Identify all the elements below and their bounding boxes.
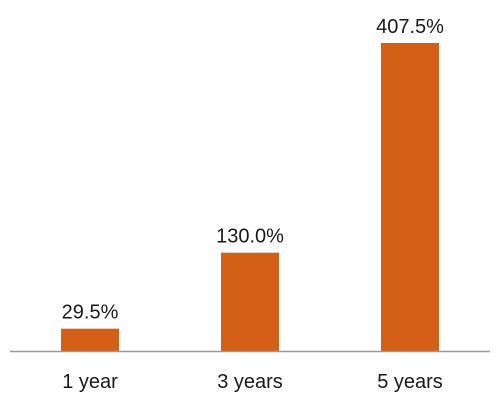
bars-layer (61, 43, 439, 351)
bar-3-years (221, 252, 279, 351)
x-tick-label-1-year: 1 year (62, 371, 118, 393)
data-labels-layer: 29.5% 130.0% 407.5% (62, 16, 444, 324)
data-label-3-years: 130.0% (216, 226, 284, 248)
data-label-1-year: 29.5% (62, 302, 119, 324)
bar-5-years (381, 43, 439, 351)
bar-1-year (61, 328, 119, 351)
x-tick-labels-layer: 1 year 3 years 5 years (62, 371, 443, 393)
x-tick-label-3-years: 3 years (217, 371, 283, 393)
data-label-5-years: 407.5% (376, 16, 444, 38)
x-tick-label-5-years: 5 years (377, 371, 443, 393)
